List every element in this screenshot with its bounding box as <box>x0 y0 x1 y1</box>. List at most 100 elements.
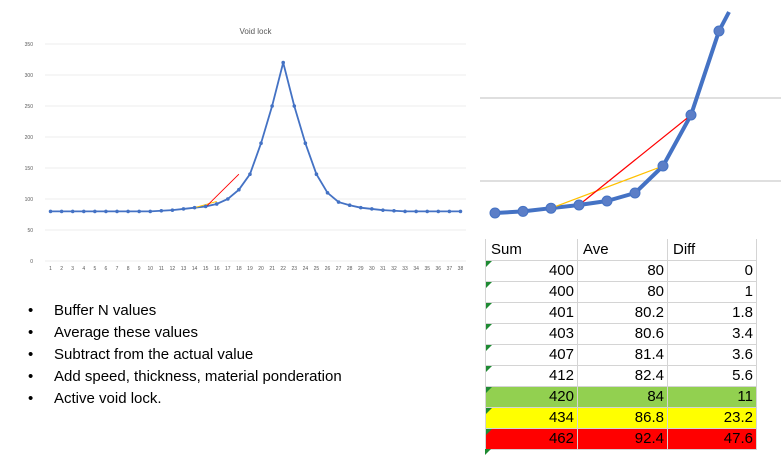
chart-background <box>480 0 781 232</box>
table-body: 400 80 0 400 80 1 401 80.2 1.8 403 80.6 3.4 407 81.4 3… <box>485 259 757 450</box>
x-tick-label: 26 <box>325 266 331 272</box>
x-tick-label: 13 <box>181 266 187 272</box>
table-cell-sum: 403 <box>485 322 578 345</box>
table-cell-diff: 47.6 <box>667 427 757 450</box>
data-point <box>436 209 441 214</box>
data-table: Sum Ave Diff 400 80 0 400 80 1 401 80.2 1.8 403 80… <box>485 239 757 450</box>
x-tick-label: 36 <box>436 266 442 272</box>
data-point <box>104 209 108 214</box>
x-tick-label: 11 <box>159 266 164 272</box>
table-cell-sum: 434 <box>485 406 578 429</box>
data-point <box>447 209 452 214</box>
x-tick-label: 20 <box>258 266 264 272</box>
data-point <box>573 199 585 211</box>
bullet-item: Active void lock. <box>28 388 468 410</box>
x-tick-label: 29 <box>358 266 364 272</box>
column-header-ave: Ave <box>577 239 668 261</box>
x-tick-label: 28 <box>347 266 353 272</box>
table-cell-ave: 84 <box>577 385 668 408</box>
table-cell-sum: 407 <box>485 343 578 366</box>
table-cell-diff: 1 <box>667 280 757 303</box>
table-cell-diff: 23.2 <box>667 406 757 429</box>
chart-title: Void lock <box>239 27 272 36</box>
data-point <box>137 209 141 214</box>
series-line <box>50 62 461 213</box>
data-point <box>358 205 363 210</box>
data-point <box>545 202 557 214</box>
table-cell-ave: 80.6 <box>577 322 668 345</box>
y-tick-label: 0 <box>30 259 33 265</box>
table-cell-diff: 5.6 <box>667 364 757 387</box>
cell-marker <box>485 449 491 455</box>
x-tick-label: 14 <box>192 266 198 272</box>
y-tick-label: 300 <box>25 73 34 79</box>
bullet-list: Buffer N values Average these values Sub… <box>28 300 468 410</box>
data-point <box>237 187 241 192</box>
table-cell-sum: 400 <box>485 280 578 303</box>
x-tick-label: 4 <box>82 266 85 272</box>
table-cell-sum: 420 <box>485 385 578 408</box>
table-cell-sum: 401 <box>485 301 578 324</box>
x-tick-label: 22 <box>280 266 286 272</box>
x-tick-label: 30 <box>369 266 375 272</box>
table-cell-sum: 462 <box>485 427 578 450</box>
data-point <box>159 208 164 213</box>
y-tick-label: 100 <box>25 197 34 203</box>
overlay-line <box>550 165 664 209</box>
x-tick-label: 32 <box>391 266 397 272</box>
x-tick-label: 25 <box>314 266 320 272</box>
data-point <box>148 209 153 214</box>
data-point <box>292 104 297 108</box>
data-point <box>226 197 230 201</box>
data-point <box>270 104 274 108</box>
x-tick-label: 6 <box>105 266 108 272</box>
bullet-item: Subtract from the actual value <box>28 344 468 366</box>
data-point <box>81 209 86 214</box>
data-point <box>170 208 175 212</box>
data-point <box>629 187 641 199</box>
table-row: 462 92.4 47.6 <box>485 427 757 450</box>
table-row: 403 80.6 3.4 <box>485 322 757 345</box>
data-point <box>489 207 501 219</box>
x-tick-label: 8 <box>127 266 130 272</box>
data-point <box>259 141 263 145</box>
table-cell-ave: 80 <box>577 280 668 303</box>
table-cell-ave: 80.2 <box>577 301 668 324</box>
table-cell-sum: 412 <box>485 364 578 387</box>
x-tick-label: 12 <box>170 266 176 272</box>
table-cell-diff: 1.8 <box>667 301 757 324</box>
x-tick-label: 7 <box>116 266 119 272</box>
overlay-line <box>205 173 240 208</box>
data-point <box>126 209 130 214</box>
data-point <box>70 209 75 214</box>
series-line <box>494 11 731 215</box>
data-point <box>336 200 341 204</box>
data-point <box>303 141 308 145</box>
data-point <box>403 209 407 214</box>
data-point <box>214 202 219 206</box>
table-cell-ave: 86.8 <box>577 406 668 429</box>
bullet-item: Add speed, thickness, material ponderati… <box>28 366 468 388</box>
data-point <box>347 203 352 207</box>
data-point <box>248 172 252 176</box>
y-tick-label: 200 <box>25 135 34 141</box>
data-point <box>48 209 53 214</box>
table-row: 400 80 1 <box>485 280 757 303</box>
x-tick-label: 31 <box>380 266 386 272</box>
data-point <box>601 195 613 207</box>
x-tick-label: 5 <box>93 266 96 272</box>
bullet-item: Buffer N values <box>28 300 468 322</box>
x-tick-label: 15 <box>203 266 209 272</box>
x-tick-label: 2 <box>60 266 63 272</box>
x-tick-label: 10 <box>147 266 153 272</box>
table-cell-diff: 3.4 <box>667 322 757 345</box>
data-point <box>414 209 418 214</box>
table-cell-diff: 0 <box>667 259 757 282</box>
data-point <box>59 209 64 214</box>
data-point <box>203 204 208 209</box>
data-point <box>517 205 529 217</box>
overlay-line <box>578 114 692 206</box>
x-tick-label: 23 <box>291 266 297 272</box>
x-tick-label: 24 <box>303 266 309 272</box>
data-point <box>93 209 97 214</box>
